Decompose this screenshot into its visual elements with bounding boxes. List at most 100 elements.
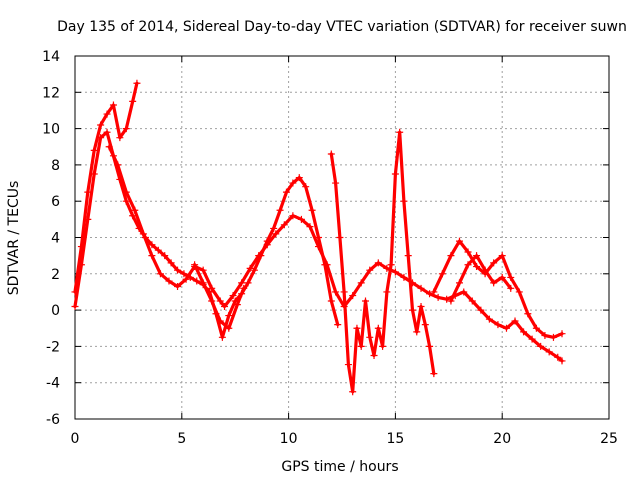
data-point xyxy=(464,261,472,269)
data-point xyxy=(208,297,216,305)
data-point xyxy=(103,128,111,136)
data-point xyxy=(90,146,98,154)
data-point xyxy=(302,183,310,191)
data-point xyxy=(238,279,246,287)
data-point xyxy=(250,266,258,274)
data-point xyxy=(327,297,335,305)
data-point xyxy=(208,284,216,292)
data-point xyxy=(545,348,553,356)
data-point xyxy=(336,234,344,241)
y-tick-label: -2 xyxy=(46,339,60,355)
data-point xyxy=(340,288,348,296)
data-point xyxy=(216,297,224,305)
data-point xyxy=(114,161,122,169)
data-point xyxy=(71,288,79,296)
data-point xyxy=(532,324,540,332)
data-point xyxy=(233,301,241,309)
data-point xyxy=(244,279,252,287)
data-point xyxy=(438,270,446,278)
data-point xyxy=(129,97,137,105)
y-tick-label: 8 xyxy=(51,158,60,174)
data-point xyxy=(71,302,79,310)
y-tick-label: 6 xyxy=(51,194,60,210)
data-point xyxy=(421,321,429,329)
data-point xyxy=(263,241,271,249)
data-point xyxy=(154,246,162,254)
data-point xyxy=(225,312,233,320)
data-point xyxy=(430,288,438,296)
data-point xyxy=(289,212,297,220)
data-point xyxy=(174,283,182,291)
data-point xyxy=(391,170,399,178)
data-point xyxy=(485,315,493,323)
data-point xyxy=(417,284,425,292)
data-point xyxy=(502,324,510,332)
data-point xyxy=(366,333,374,341)
data-point xyxy=(122,125,130,133)
data-point xyxy=(84,188,92,196)
data-point xyxy=(327,150,335,158)
data-point xyxy=(280,221,288,229)
data-point xyxy=(366,266,374,274)
data-point xyxy=(218,333,226,341)
data-point xyxy=(464,248,472,256)
data-point xyxy=(443,295,451,303)
chart-title: Day 135 of 2014, Sidereal Day-to-day VTE… xyxy=(57,19,627,35)
data-point xyxy=(374,324,382,332)
y-tick-label: -6 xyxy=(46,412,60,428)
data-point xyxy=(357,279,365,287)
data-point xyxy=(447,297,455,305)
data-point xyxy=(528,335,536,343)
y-tick-label: 14 xyxy=(42,49,60,65)
data-point xyxy=(541,332,549,340)
x-tick-label: 0 xyxy=(71,431,80,447)
data-point xyxy=(404,252,412,260)
data-point xyxy=(199,279,207,287)
data-point xyxy=(455,237,463,245)
data-point xyxy=(240,284,248,292)
data-point xyxy=(426,342,434,350)
data-point xyxy=(558,357,566,365)
data-point xyxy=(131,206,139,214)
data-point xyxy=(334,321,342,329)
data-point xyxy=(524,310,532,318)
data-point xyxy=(558,330,566,338)
data-point xyxy=(282,188,290,196)
data-point xyxy=(361,297,369,305)
data-point xyxy=(216,317,224,325)
data-point xyxy=(165,277,173,285)
data-point xyxy=(490,279,498,287)
data-point xyxy=(374,259,382,267)
data-point xyxy=(148,252,156,260)
y-tick-label: 12 xyxy=(42,85,60,101)
data-point xyxy=(370,351,378,359)
data-point xyxy=(498,252,506,260)
x-tick-label: 5 xyxy=(177,431,186,447)
data-point xyxy=(122,197,130,205)
data-point xyxy=(507,273,515,281)
data-point xyxy=(276,206,284,214)
data-point xyxy=(139,230,147,238)
data-point xyxy=(105,143,113,151)
data-point xyxy=(221,302,229,310)
data-point xyxy=(481,266,489,274)
data-point xyxy=(344,361,352,369)
data-point xyxy=(430,370,438,378)
y-tick-label: 0 xyxy=(51,303,60,319)
data-point xyxy=(515,288,523,296)
y-tick-label: 10 xyxy=(42,122,60,138)
data-point xyxy=(295,174,303,182)
data-point xyxy=(353,324,361,332)
data-point xyxy=(97,121,105,129)
x-tick-label: 10 xyxy=(280,431,298,447)
data-point xyxy=(246,264,254,272)
data-point xyxy=(507,284,515,292)
data-point xyxy=(477,306,485,314)
data-point xyxy=(332,179,340,187)
data-point xyxy=(391,268,399,276)
data-point xyxy=(255,252,263,260)
data-point xyxy=(180,270,188,278)
data-point xyxy=(349,292,357,300)
data-point xyxy=(306,223,314,231)
series-group xyxy=(71,79,566,396)
